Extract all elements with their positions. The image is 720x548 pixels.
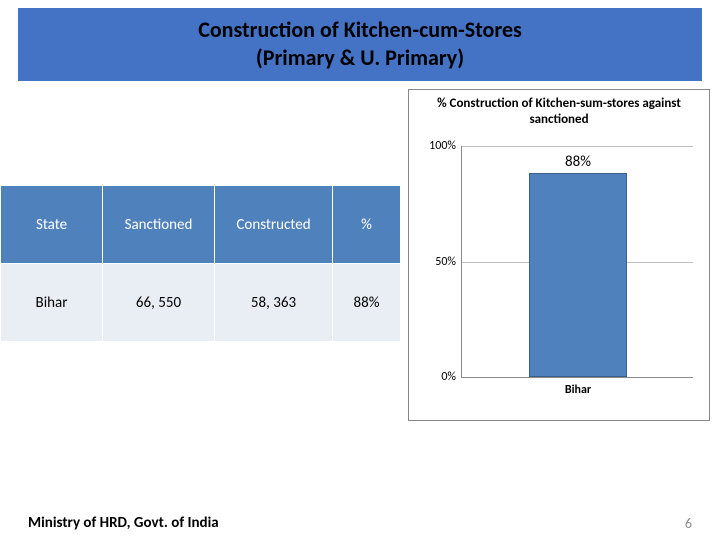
bar-chart: % Construction of Kitchen-sum-stores aga… bbox=[408, 89, 710, 421]
gridline-100 bbox=[462, 146, 693, 147]
bar-value-label: 88% bbox=[565, 153, 591, 171]
x-category-bihar: Bihar bbox=[565, 383, 591, 397]
table-header-row: State Sanctioned Constructed % bbox=[1, 186, 401, 264]
title-line-1: Construction of Kitchen-cum-Stores bbox=[18, 16, 702, 44]
footer-ministry: Ministry of HRD, Govt. of India bbox=[28, 514, 219, 532]
title-bar: Construction of Kitchen-cum-Stores (Prim… bbox=[18, 8, 702, 81]
table-row: Bihar 66, 550 58, 363 88% bbox=[1, 264, 401, 342]
col-constructed: Constructed bbox=[215, 186, 333, 264]
cell-state: Bihar bbox=[1, 264, 103, 342]
chart-title: % Construction of Kitchen-sum-stores aga… bbox=[409, 90, 709, 129]
cell-sanctioned: 66, 550 bbox=[103, 264, 215, 342]
cell-percent: 88% bbox=[333, 264, 401, 342]
ytick-0: 0% bbox=[441, 370, 456, 384]
content-area: State Sanctioned Constructed % Bihar 66,… bbox=[18, 95, 702, 465]
chart-grid: 100% 50% 0% 88% Bihar bbox=[461, 146, 693, 378]
slide-number: 6 bbox=[685, 515, 692, 532]
data-table: State Sanctioned Constructed % Bihar 66,… bbox=[0, 185, 401, 342]
ytick-50: 50% bbox=[435, 255, 456, 269]
cell-constructed: 58, 363 bbox=[215, 264, 333, 342]
chart-plot-area: 100% 50% 0% 88% Bihar bbox=[461, 146, 693, 378]
col-percent: % bbox=[333, 186, 401, 264]
bar-bihar: 88% bbox=[529, 173, 626, 377]
col-state: State bbox=[1, 186, 103, 264]
title-line-2: (Primary & U. Primary) bbox=[18, 44, 702, 72]
col-sanctioned: Sanctioned bbox=[103, 186, 215, 264]
ytick-100: 100% bbox=[429, 139, 456, 153]
